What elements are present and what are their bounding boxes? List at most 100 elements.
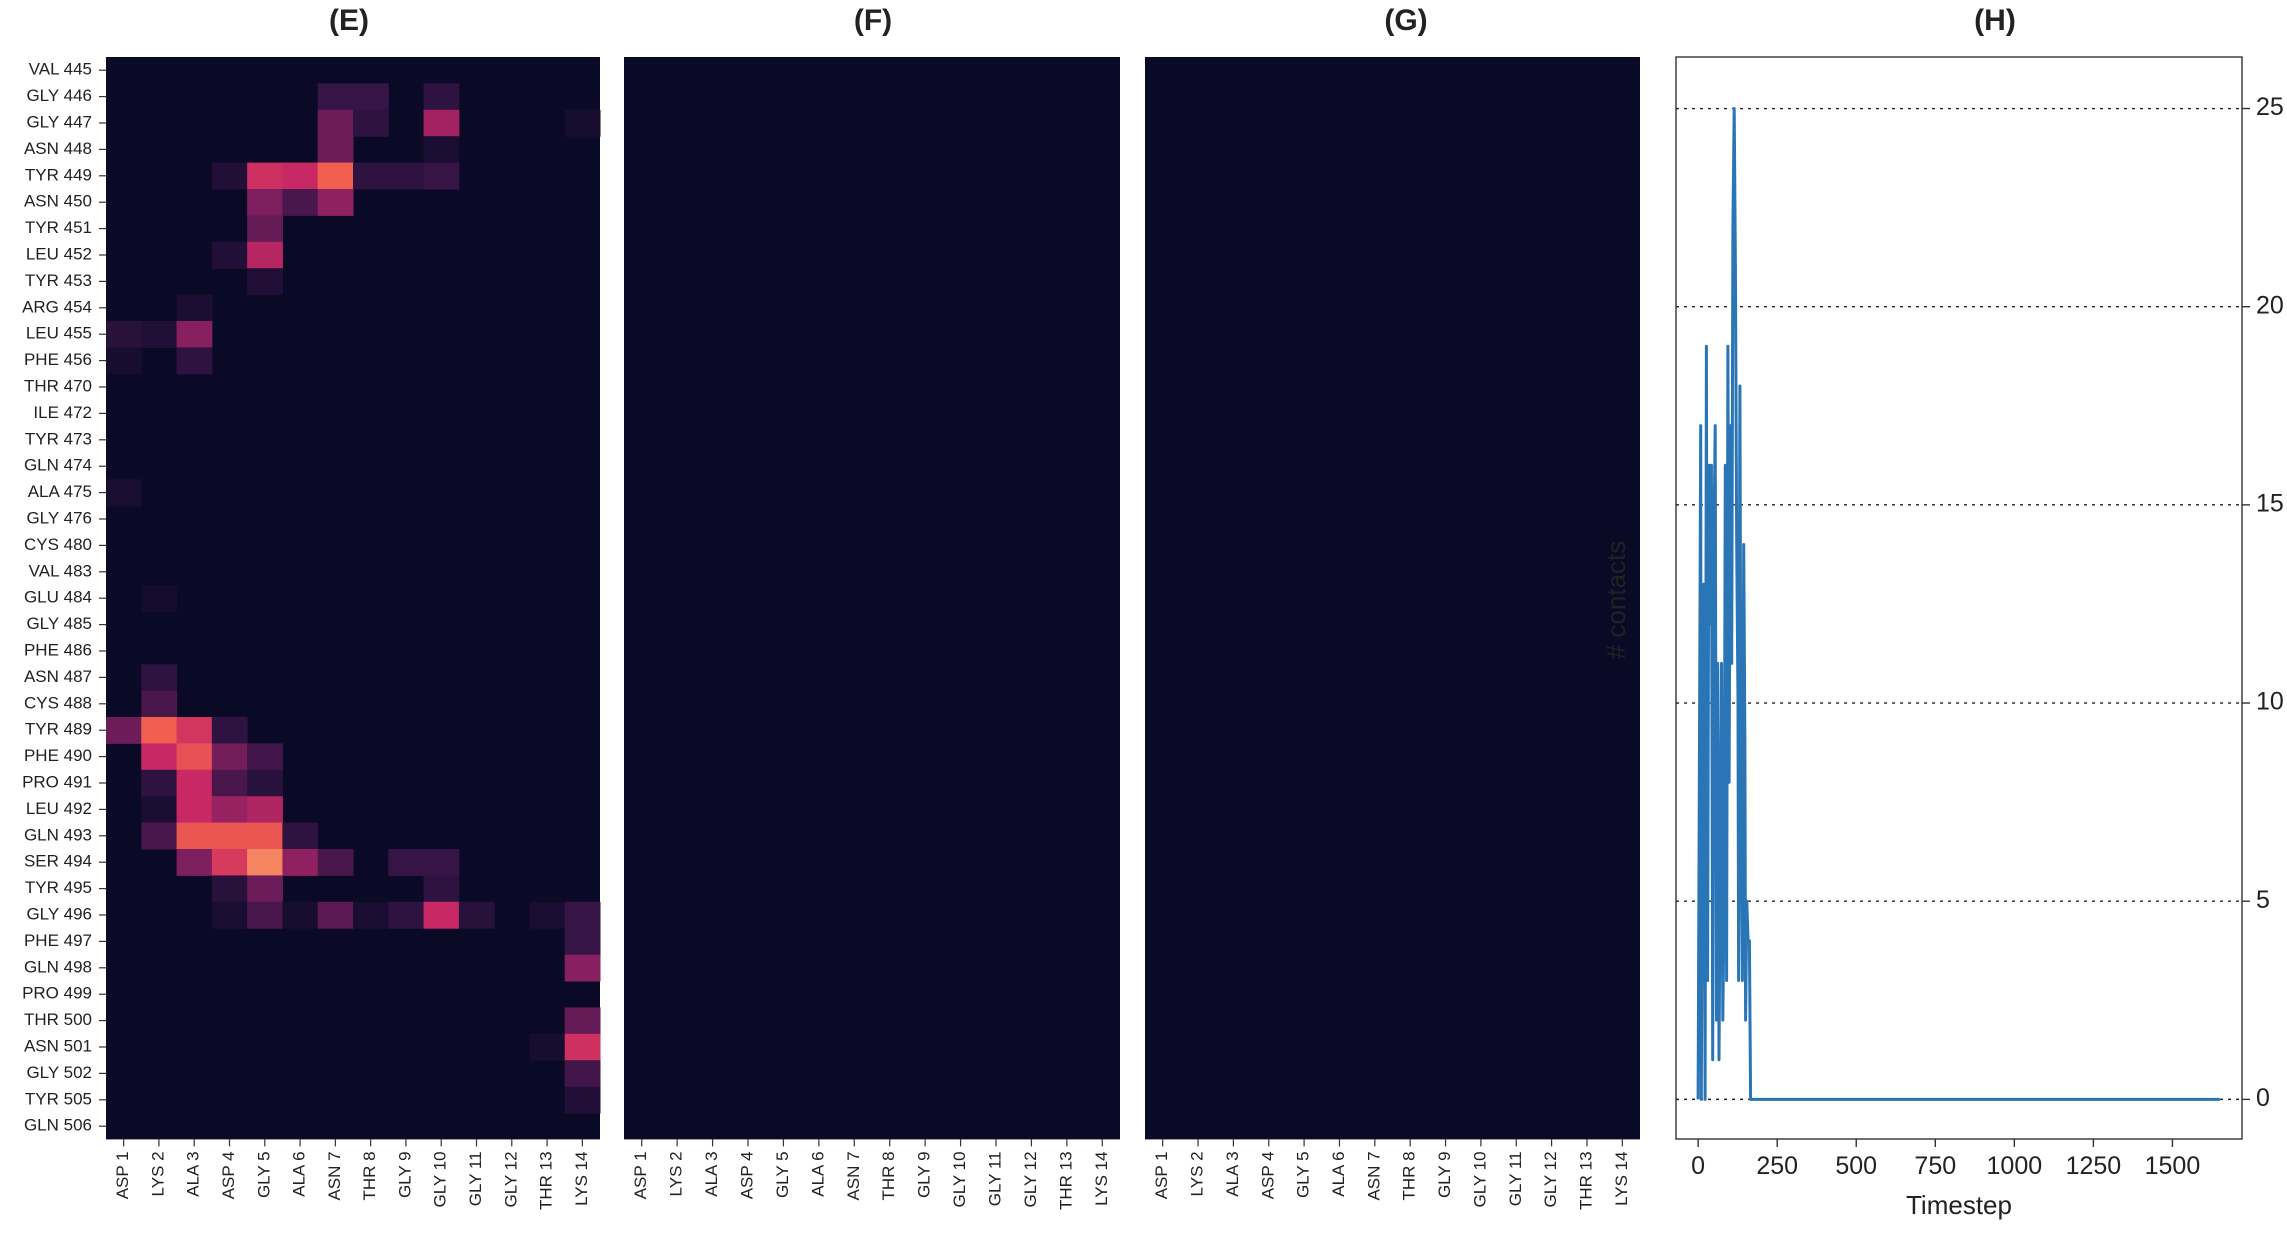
y-tick-label: PHE 490 (24, 746, 92, 765)
heatmap-cell (247, 241, 283, 269)
y-tick-label: TYR 489 (25, 720, 92, 739)
heatmap-cell (423, 136, 460, 164)
y-tick-label: SER 494 (24, 852, 92, 871)
x-tick-label: ASN 7 (325, 1151, 344, 1200)
y-tick-label: GLY 446 (26, 86, 92, 105)
heatmap-cell (423, 162, 460, 190)
heatmap-cell (211, 241, 248, 269)
x-tick-label: ASP 4 (219, 1151, 238, 1199)
x-tick-label: GLY 10 (431, 1151, 450, 1207)
heatmap-cell (106, 347, 142, 375)
y-tick-label: 5 (2256, 886, 2270, 914)
heatmap-cell (106, 321, 142, 348)
heatmap-cell (247, 822, 283, 850)
x-axis-label: Timestep (1906, 1190, 2012, 1220)
x-tick-label: GLY 12 (1021, 1151, 1040, 1207)
x-tick-label: GLY 5 (254, 1151, 273, 1198)
y-tick-label: PHE 497 (24, 931, 92, 950)
heatmap-cell (353, 901, 389, 929)
x-tick-label: ASP 1 (1152, 1151, 1171, 1199)
x-tick-label: GLY 10 (950, 1151, 969, 1207)
heatmap-cell (176, 321, 213, 348)
y-tick-label: 0 (2256, 1084, 2270, 1112)
y-tick-label: GLY 502 (26, 1063, 92, 1082)
heatmap-cell (176, 849, 213, 876)
heatmap-cell (317, 83, 354, 111)
y-tick-label: LEU 452 (26, 244, 92, 263)
heatmap-cell (247, 162, 283, 190)
heatmap-cell (317, 189, 354, 216)
heatmap-cell (141, 690, 178, 718)
x-tick-label: THR 8 (360, 1151, 379, 1200)
heatmap-background (624, 57, 1120, 1140)
y-tick-label: 10 (2256, 688, 2284, 716)
heatmap-cell (317, 136, 354, 164)
heatmap-cell (247, 875, 283, 903)
heatmap-cell (247, 215, 283, 243)
y-tick-label: TYR 473 (25, 429, 92, 448)
x-tick-label: ASN 7 (844, 1151, 863, 1200)
y-tick-label: TYR 453 (25, 271, 92, 290)
heatmap-cell (423, 109, 460, 137)
heatmap-cell (423, 901, 460, 929)
y-tick-label: VAL 445 (29, 60, 92, 79)
x-tick-label: GLY 11 (1506, 1151, 1525, 1206)
y-tick-label: GLN 474 (24, 456, 92, 475)
heatmap-cell (564, 1007, 601, 1035)
x-tick-label: LYS 2 (148, 1151, 167, 1196)
x-tick-label: 750 (1914, 1152, 1956, 1180)
heatmap-cell (388, 162, 425, 190)
series-line (1696, 107, 2220, 1101)
heatmap-cell (176, 822, 213, 850)
heatmap-cell (353, 162, 389, 190)
y-tick-label: ILE 472 (33, 403, 92, 422)
y-tick-label: LEU 455 (26, 324, 92, 343)
heatmap-cell (211, 901, 248, 929)
heatmap-cell (247, 189, 283, 216)
x-tick-label: THR 8 (1400, 1151, 1419, 1200)
y-tick-label: GLY 485 (26, 614, 92, 633)
heatmap-cell (247, 796, 283, 824)
x-tick-label: 1250 (2066, 1152, 2122, 1180)
heatmap-cell (564, 1060, 601, 1088)
heatmap-cell (106, 717, 142, 744)
x-tick-label: GLY 5 (1294, 1151, 1313, 1198)
x-tick-label: ALA 6 (290, 1151, 309, 1196)
x-tick-label: THR 13 (537, 1151, 556, 1210)
heatmap-cell (282, 822, 319, 850)
x-tick-label: ASP 4 (1258, 1151, 1277, 1199)
panel-title: (G) (1384, 4, 1427, 37)
heatmap-cell (388, 849, 425, 876)
y-tick-label: GLN 498 (24, 957, 92, 976)
heatmap-cell (141, 321, 178, 348)
y-tick-label: ALA 475 (28, 482, 92, 501)
y-tick-label: ARG 454 (22, 297, 92, 316)
y-tick-label: 15 (2256, 489, 2284, 517)
heatmap-f: (F) ASP 1 LYS 2 ALA 3 ASP 4 GLY 5 ALA 6 ASN 7 TH… (624, 4, 1120, 1210)
heatmap-cell (176, 769, 213, 797)
x-tick-label: THR 8 (879, 1151, 898, 1200)
panel-title: (H) (1974, 4, 2016, 37)
x-tick-label: ASN 7 (1364, 1151, 1383, 1200)
y-tick-label: GLU 484 (24, 588, 92, 607)
y-axis-label: # contacts (1601, 541, 1631, 660)
heatmap-cell (211, 796, 248, 824)
heatmap-cell (564, 928, 601, 956)
heatmap-cell (529, 1033, 566, 1061)
x-tick-label: GLY 12 (501, 1151, 520, 1207)
y-tick-label: ASN 501 (24, 1036, 92, 1055)
y-tick-label: TYR 451 (25, 218, 92, 237)
x-tick-label: 250 (1756, 1152, 1798, 1180)
heatmap-cell (176, 743, 213, 771)
heatmap-cell (176, 347, 213, 375)
y-tick-label: TYR 505 (25, 1089, 92, 1108)
heatmap-cell (211, 875, 248, 903)
heatmap-cell (247, 849, 283, 876)
heatmap-cell (211, 717, 248, 744)
heatmap-cell (247, 743, 283, 771)
y-tick-label: THR 500 (24, 1010, 92, 1029)
x-tick-label: ALA 3 (702, 1151, 721, 1196)
x-tick-label: GLY 11 (466, 1151, 485, 1206)
